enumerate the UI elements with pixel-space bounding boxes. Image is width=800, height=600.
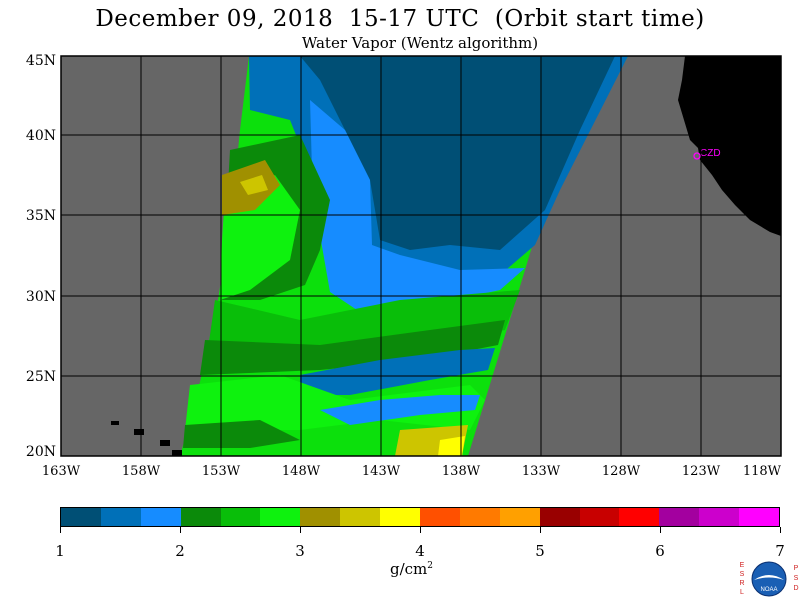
lat-label: 20N <box>26 444 56 460</box>
colorbar-tick-label: 7 <box>775 542 785 560</box>
colorbar-tick-mark <box>180 527 181 533</box>
logo-letter: E <box>740 562 745 569</box>
north-america-land <box>678 56 781 236</box>
lat-label: 25N <box>26 369 56 385</box>
page-subtitle: Water Vapor (Wentz algorithm) <box>301 34 539 52</box>
colorbar-tick-mark <box>780 527 781 533</box>
colorbar-swatch <box>300 508 341 526</box>
colorbar-tick-mark <box>300 527 301 533</box>
colorbar-swatch <box>659 508 700 526</box>
lat-label: 35N <box>26 208 56 224</box>
lon-label: 148W <box>282 464 321 479</box>
very-dry-region <box>300 56 615 250</box>
colorbar-swatch <box>619 508 660 526</box>
hawaii-island <box>111 421 119 425</box>
noaa-bird-icon <box>754 575 784 580</box>
colorbar-swatch <box>499 508 540 526</box>
noaa-logo: E S R L P S D NOAA <box>739 561 799 597</box>
colorbar-swatch <box>579 508 620 526</box>
station-marker <box>693 152 701 160</box>
colorbar-tick-mark <box>420 527 421 533</box>
colorbar-units: g/cm2 <box>390 560 433 578</box>
hawaii-island <box>134 429 144 435</box>
colorbar-tick-label: 5 <box>535 542 545 560</box>
colorbar-swatch <box>140 508 181 526</box>
station-label: CZD <box>700 148 721 159</box>
noaa-text: NOAA <box>760 587 777 593</box>
logo-letter: P <box>794 565 799 572</box>
units-exponent: 2 <box>427 561 434 571</box>
lon-label: 118W <box>743 464 782 479</box>
colorbar-swatch <box>699 508 740 526</box>
colorbar-swatch <box>100 508 141 526</box>
lon-label: 133W <box>522 464 561 479</box>
logo-letter: D <box>793 585 798 592</box>
dark-green-stripe-2 <box>183 420 300 448</box>
logo-letter: S <box>794 575 799 582</box>
lat-label: 45N <box>26 53 56 69</box>
dark-green-stripe-1 <box>200 320 505 375</box>
logo-letter: L <box>740 589 744 596</box>
grid-lines <box>61 56 781 456</box>
hawaii-island <box>172 450 182 456</box>
yellow-south <box>438 436 465 456</box>
colorbar <box>60 507 780 527</box>
page-title: December 09, 2018 15-17 UTC (Orbit start… <box>95 6 705 32</box>
lon-label: 143W <box>362 464 401 479</box>
units-text: g/cm <box>390 560 428 578</box>
map-frame <box>60 55 782 457</box>
colorbar-tick-label: 6 <box>655 542 665 560</box>
water-vapor-map: CZD 45N 40N 35N 30N 25N 20N 163W 158W 15… <box>26 53 782 479</box>
colorbar-swatch <box>539 508 580 526</box>
colorbar-tick-mark <box>660 527 661 533</box>
lat-label: 30N <box>26 289 56 305</box>
lon-label: 123W <box>682 464 721 479</box>
colorbar-swatch <box>380 508 421 526</box>
lon-label: 163W <box>42 464 81 479</box>
blue-band-west <box>310 100 525 312</box>
noaa-emblem-icon <box>751 561 787 597</box>
colorbar-tick-label: 3 <box>295 542 305 560</box>
yellow-green-patch <box>240 175 268 195</box>
colorbar-swatch <box>61 508 101 526</box>
lon-label: 138W <box>442 464 481 479</box>
colorbar-swatch <box>420 508 460 526</box>
lon-label: 158W <box>122 464 161 479</box>
colorbar-tick-label: 4 <box>415 542 425 560</box>
colorbar-tick-label: 2 <box>175 542 185 560</box>
colorbar-tick-mark <box>60 527 61 533</box>
blue-stripe-2 <box>320 395 480 425</box>
colorbar-swatch <box>459 508 500 526</box>
colorbar-swatch <box>340 508 381 526</box>
lon-label: 153W <box>202 464 241 479</box>
colorbar-swatch <box>739 508 780 526</box>
colorbar-tick-label: 1 <box>55 542 65 560</box>
colorbar-swatch <box>180 508 221 526</box>
hawaii-island <box>160 440 170 446</box>
blue-stripe-1 <box>300 348 495 395</box>
colorbar-tick-mark <box>540 527 541 533</box>
colorbar-swatch <box>220 508 261 526</box>
logo-letter: R <box>739 580 744 587</box>
lat-label: 40N <box>26 128 56 144</box>
colorbar-swatch <box>260 508 301 526</box>
logo-letter: S <box>740 571 745 578</box>
lon-label: 128W <box>602 464 641 479</box>
